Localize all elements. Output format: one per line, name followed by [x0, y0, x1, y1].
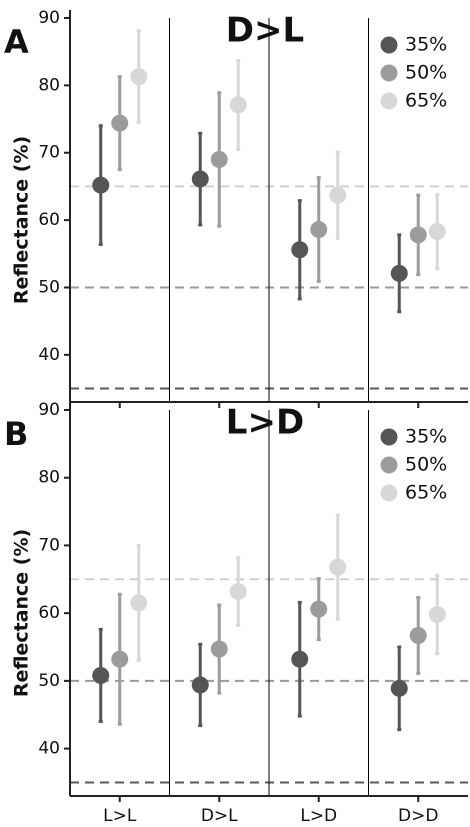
legend-label: 50% — [405, 454, 447, 476]
point — [409, 226, 427, 244]
point — [310, 221, 328, 239]
point — [310, 600, 328, 618]
point — [390, 679, 408, 697]
point — [229, 96, 247, 114]
y-tick-label: 80 — [38, 468, 60, 488]
point — [130, 594, 148, 612]
point — [291, 650, 309, 668]
point — [329, 186, 347, 204]
y-axis-label: Reflectance (%) — [11, 529, 33, 697]
chart-title: D>L — [226, 11, 304, 51]
x-tick-label: D>L — [201, 806, 238, 826]
legend-marker — [380, 484, 398, 502]
point — [229, 582, 247, 600]
y-tick-label: 70 — [38, 143, 60, 163]
y-tick-label: 50 — [38, 277, 60, 297]
y-tick-label: 50 — [38, 671, 60, 691]
point — [191, 676, 209, 694]
legend-marker — [380, 64, 398, 82]
y-tick-label: 90 — [38, 400, 60, 420]
point — [291, 241, 309, 259]
point — [210, 150, 228, 168]
legend-label: 50% — [405, 62, 447, 84]
y-tick-label: 60 — [38, 603, 60, 623]
y-tick-label: 40 — [38, 345, 60, 365]
point — [390, 264, 408, 282]
point — [329, 558, 347, 576]
y-tick-label: 80 — [38, 75, 60, 95]
legend-marker — [380, 36, 398, 54]
point — [428, 606, 446, 624]
legend-marker — [380, 456, 398, 474]
y-tick-label: 40 — [38, 739, 60, 759]
legend-marker — [380, 428, 398, 446]
point — [409, 627, 427, 645]
x-tick-label: L>D — [300, 806, 337, 826]
legend-marker — [380, 92, 398, 110]
point — [210, 640, 228, 658]
y-tick-label: 70 — [38, 535, 60, 555]
point — [191, 170, 209, 188]
legend-label: 65% — [405, 482, 447, 504]
panel-label: A — [4, 23, 29, 61]
point — [428, 223, 446, 241]
panel: 40 50 60 70 80 90 Reflectance (%) A D>L 35% 50% 65% — [4, 8, 468, 408]
y-tick-label: 60 — [38, 210, 60, 230]
y-axis-label: Reflectance (%) — [11, 136, 33, 304]
point — [92, 176, 110, 194]
y-tick-label: 90 — [38, 8, 60, 28]
point — [92, 666, 110, 684]
legend-label: 65% — [405, 90, 447, 112]
panel: 40 50 60 70 80 90 Reflectance (%) B L>D L>L D>L L>D… — [4, 400, 468, 826]
point — [111, 114, 129, 132]
point — [130, 68, 148, 86]
point — [111, 650, 129, 668]
legend-label: 35% — [405, 34, 447, 56]
legend-label: 35% — [405, 426, 447, 448]
x-tick-label: L>L — [103, 806, 137, 826]
panel-label: B — [4, 415, 28, 453]
x-tick-label: D>D — [398, 806, 438, 826]
chart-title: L>D — [226, 403, 304, 443]
